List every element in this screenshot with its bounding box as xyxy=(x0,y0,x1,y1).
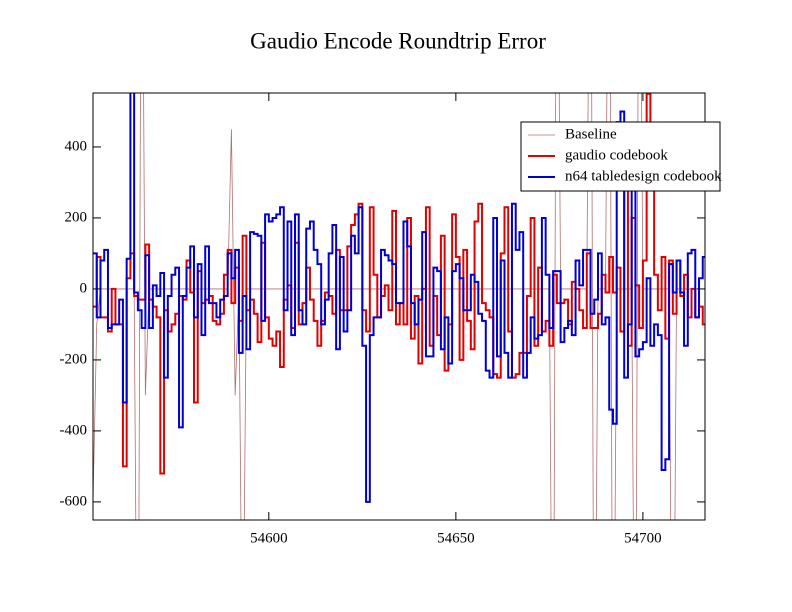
y-tick-label: 400 xyxy=(65,138,88,154)
axes: 54600 54650 54700 -600 -400 -200 0 200 400 xyxy=(60,93,705,546)
y-tick-label: -600 xyxy=(60,493,88,509)
chart-title: Gaudio Encode Roundtrip Error xyxy=(250,28,546,53)
x-tick-label: 54700 xyxy=(624,530,662,546)
y-tick-label: 0 xyxy=(80,280,88,296)
series-line xyxy=(93,93,705,503)
plot-frame xyxy=(92,92,706,521)
y-tick-label: 200 xyxy=(65,209,88,225)
legend-label: gaudio codebook xyxy=(565,147,668,163)
x-tick-label: 54600 xyxy=(250,530,288,546)
x-tick-label: 54650 xyxy=(437,530,475,546)
y-tick-label: -400 xyxy=(60,422,88,438)
legend: Baseline gaudio codebook n64 tabledesign c… xyxy=(520,121,722,192)
legend-label: Baseline xyxy=(565,126,617,142)
legend-label: n64 tabledesign codebook xyxy=(565,168,722,184)
plot-area xyxy=(93,93,705,520)
y-tick-label: -200 xyxy=(60,351,88,367)
